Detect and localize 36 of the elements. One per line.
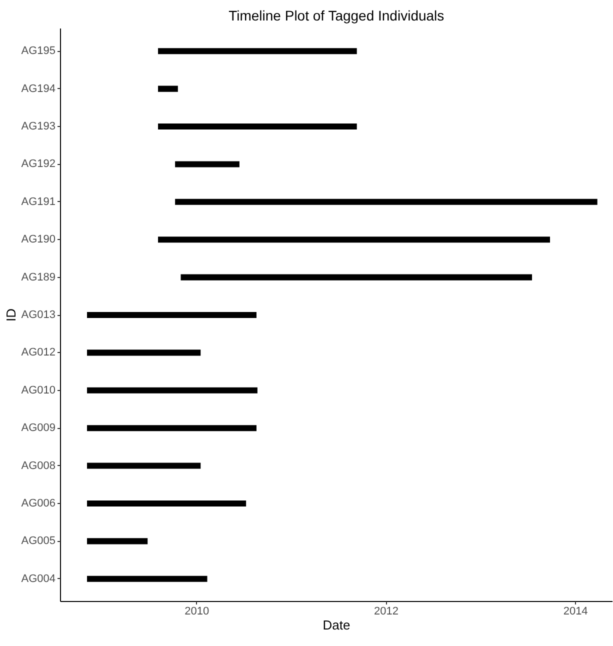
- y-tick-label: AG193: [21, 120, 56, 133]
- bar: [175, 198, 598, 205]
- bar: [87, 387, 258, 394]
- y-tick-label: AG008: [21, 460, 56, 472]
- bar: [87, 462, 201, 469]
- bar: [158, 86, 178, 92]
- y-tick-label: AG004: [21, 572, 56, 585]
- bar: [87, 350, 201, 356]
- y-tick-label: AG192: [21, 158, 56, 170]
- bar: [158, 236, 550, 243]
- x-tick-label: 2010: [184, 606, 210, 618]
- bar: [87, 576, 208, 582]
- x-tick-label: 2014: [563, 606, 588, 618]
- bar: [87, 538, 148, 544]
- y-tick-label: AG005: [21, 535, 56, 548]
- bar: [175, 161, 240, 168]
- y-tick-label: AG006: [21, 497, 56, 510]
- bar: [87, 500, 246, 507]
- y-tick-label: AG010: [21, 384, 56, 396]
- y-tick-label: AG012: [21, 346, 56, 359]
- bar: [158, 123, 357, 130]
- y-tick-label: AG189: [21, 271, 56, 284]
- chart-title: Timeline Plot of Tagged Individuals: [228, 8, 444, 24]
- bar: [87, 425, 256, 432]
- bar: [158, 48, 357, 54]
- bar: [87, 312, 256, 318]
- bar: [180, 274, 532, 280]
- y-tick-label: AG191: [21, 196, 56, 208]
- x-axis-title: Date: [322, 618, 350, 632]
- y-tick-label: AG013: [21, 309, 56, 321]
- y-tick-label: AG009: [21, 422, 56, 434]
- y-tick-label: AG195: [21, 45, 56, 58]
- y-axis-title: ID: [3, 308, 18, 322]
- y-tick-label: AG194: [21, 82, 56, 95]
- y-tick-label: AG190: [21, 234, 56, 246]
- x-tick-label: 2012: [374, 606, 398, 618]
